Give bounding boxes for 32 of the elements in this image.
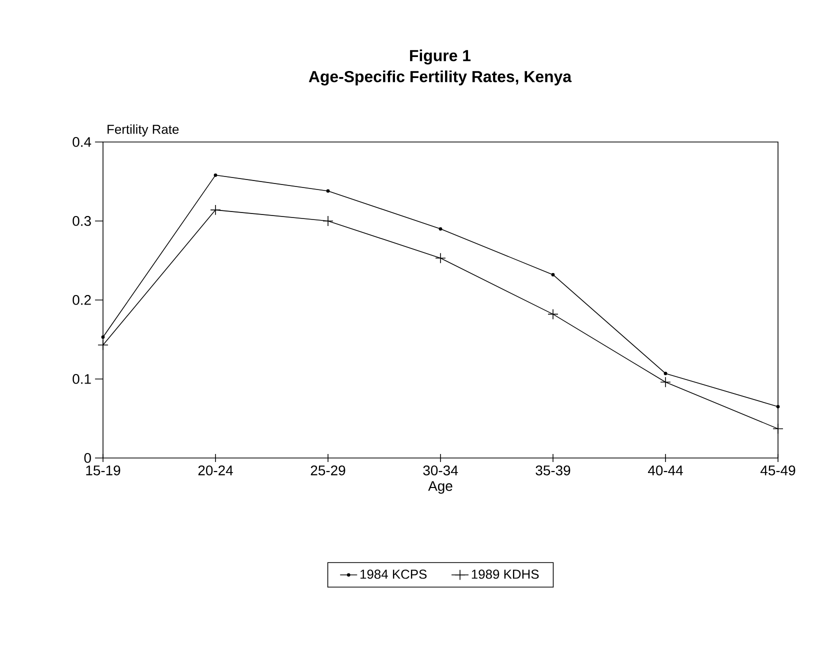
point [664,372,668,376]
x-tick-label: 30-34 [423,465,458,476]
y-tick-label: 0.1 [72,374,91,384]
point [772,423,784,434]
point [101,335,105,339]
legend-label: 1984 KCPS [360,570,427,579]
point [551,273,555,276]
x-tick-label: 40-44 [648,465,683,476]
x-tick-label: 35-39 [536,465,570,476]
chart-title: Figure 1 [410,50,471,64]
chart-subtitle: Age-Specific Fertility Rates, Kenya [308,70,572,86]
y-tick-label: 0.3 [72,216,91,226]
point [98,340,108,350]
y-tick-label: 0.2 [72,295,91,305]
y-tick-label: 0 [84,453,91,463]
point [548,308,558,320]
x-tick-label: 25-29 [310,465,346,476]
point [326,189,330,193]
point [210,204,221,216]
point [660,376,671,388]
point [214,173,218,177]
point [776,404,780,408]
point [322,216,334,226]
x-tick-label: 20-24 [198,465,233,476]
y-axis-title: Fertility Rate [108,124,179,136]
legend-label: 1989 KDHS [472,570,539,579]
x-axis-title: Age [428,481,452,494]
point [435,252,446,264]
y-tick-label: 0.4 [72,137,92,147]
x-tick-label: 45-49 [760,465,796,476]
point [438,227,442,231]
x-tick-label: 15-19 [86,465,120,476]
